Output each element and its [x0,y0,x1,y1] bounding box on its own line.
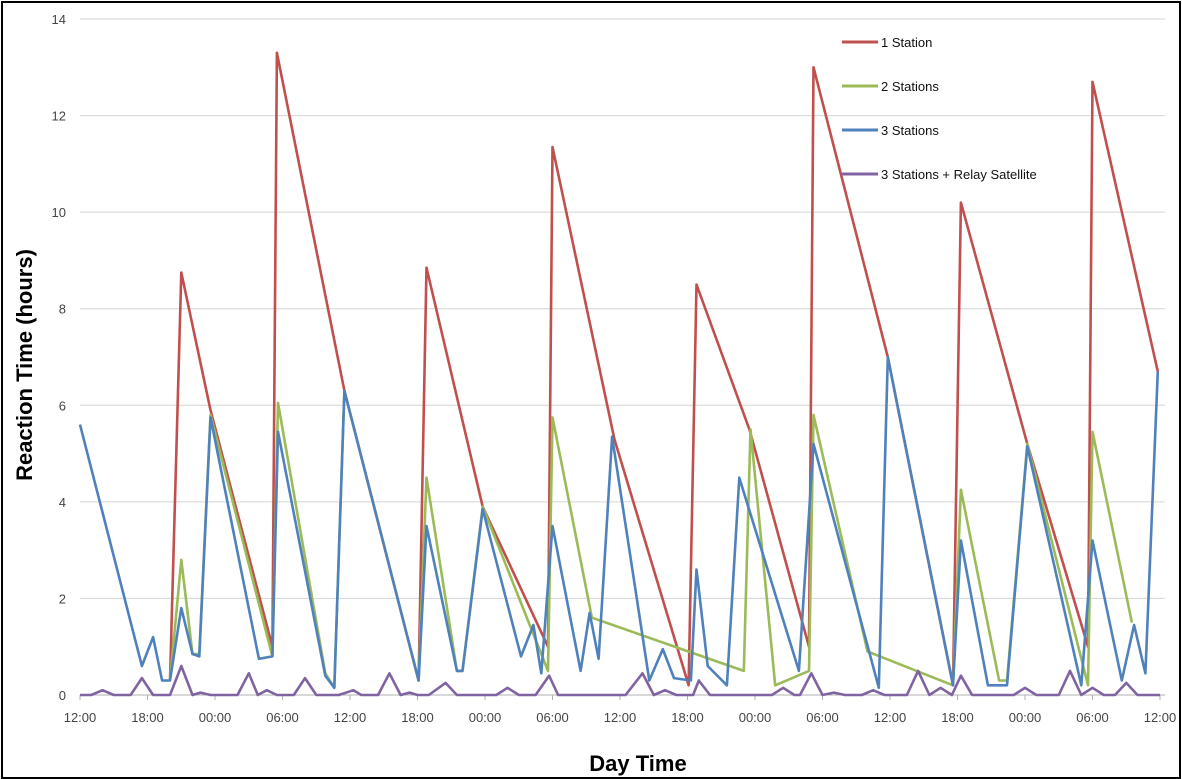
y-axis-ticks: 0 2 4 6 8 10 12 14 [52,12,66,703]
x-tick-label: 06:00 [266,710,299,725]
series-line-2 [168,389,1134,690]
series-line-1 [168,51,1160,687]
y-tick-label: 8 [59,302,66,317]
y-tick-label: 12 [52,109,66,124]
x-tick-label: 00:00 [1009,710,1042,725]
x-tick-label: 12:00 [64,710,97,725]
legend-label-4: 3 Stations + Relay Satellite [881,167,1037,182]
legend: 1 Station 2 Stations 3 Stations 3 Stations … [842,35,1037,182]
series-line-4 [80,664,1160,697]
y-tick-label: 0 [59,688,66,703]
x-tick-label: 12:00 [604,710,637,725]
series-lines [78,51,1160,697]
x-tick-label: 06:00 [536,710,569,725]
x-tick-label: 06:00 [806,710,839,725]
x-tick-label: 00:00 [739,710,772,725]
x-tick-label: 18:00 [671,710,704,725]
x-axis-ticks: 12:00 18:00 00:00 06:00 12:00 18:00 00:00 06:00… [64,695,1177,725]
y-axis-title: Reaction Time (hours) [12,249,37,481]
x-tick-label: 12:00 [874,710,907,725]
series-line-3 [78,355,1160,690]
y-tick-label: 4 [59,495,66,510]
legend-label-2: 2 Stations [881,79,939,94]
y-tick-label: 14 [52,12,66,27]
x-tick-label: 12:00 [1144,710,1177,725]
x-tick-label: 00:00 [469,710,502,725]
x-tick-label: 00:00 [199,710,232,725]
legend-label-3: 3 Stations [881,123,939,138]
x-tick-label: 18:00 [401,710,434,725]
x-tick-label: 12:00 [334,710,367,725]
x-tick-label: 18:00 [941,710,974,725]
x-tick-label: 06:00 [1076,710,1109,725]
x-tick-label: 18:00 [131,710,164,725]
y-tick-label: 2 [59,591,66,606]
x-axis-title: Day Time [589,751,686,776]
legend-label-1: 1 Station [881,35,932,50]
y-tick-label: 10 [52,205,66,220]
y-tick-label: 6 [59,398,66,413]
